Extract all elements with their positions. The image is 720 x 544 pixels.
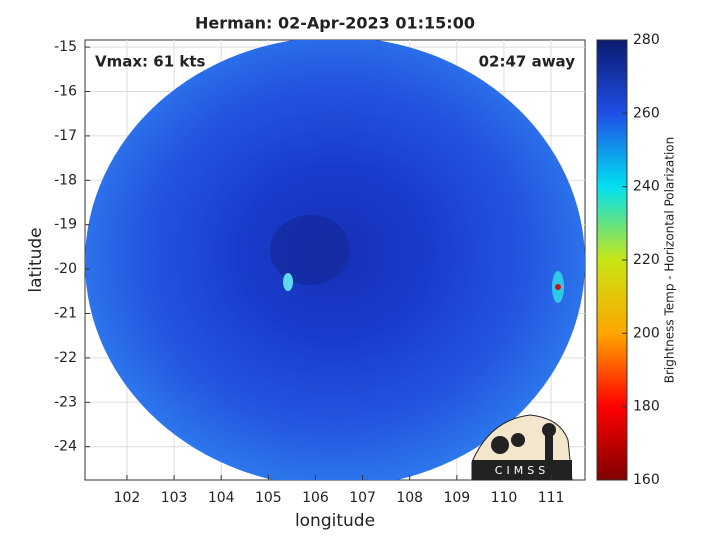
x-tick-label: 111: [538, 490, 565, 506]
y-tick-label: -18: [54, 172, 77, 188]
chart-title: Herman: 02-Apr-2023 01:15:00: [195, 14, 475, 33]
y-tick-label: -15: [54, 39, 77, 55]
satellite-image: [85, 40, 585, 480]
y-tick-label: -20: [54, 261, 77, 277]
colorbar-tick-label: 200: [633, 325, 660, 341]
y-tick-label: -16: [54, 84, 77, 100]
bright-spot: [283, 273, 293, 291]
colorbar-tick-label: 220: [633, 252, 660, 268]
x-tick-label: 103: [161, 490, 188, 506]
logo-text: CIMSS: [495, 464, 549, 477]
x-tick-label: 110: [491, 490, 518, 506]
x-tick-label: 108: [396, 490, 423, 506]
x-tick-label: 106: [302, 490, 329, 506]
y-tick-label: -24: [54, 439, 77, 455]
x-tick-label: 102: [114, 490, 141, 506]
annotation: Vmax: 61 kts: [95, 53, 205, 71]
x-tick-label: 104: [208, 490, 235, 506]
colorbar-label: Brightness Temp - Horizontal Polarizatio…: [663, 137, 677, 384]
annotation: 02:47 away: [479, 53, 576, 71]
hot-spot: [555, 284, 561, 290]
x-tick-label: 107: [349, 490, 376, 506]
colorbar-tick-label: 240: [633, 179, 660, 195]
eye-region: [270, 215, 350, 285]
y-tick-label: -17: [54, 128, 77, 144]
y-tick-label: -23: [54, 394, 77, 410]
colorbar-tick-label: 280: [633, 32, 660, 48]
colorbar-tick-label: 180: [633, 399, 660, 415]
colorbar-tick-label: 160: [633, 472, 660, 488]
y-tick-label: -22: [54, 350, 77, 366]
x-axis-label: longitude: [295, 511, 375, 531]
y-tick-label: -21: [54, 306, 77, 322]
x-tick-label: 109: [443, 490, 470, 506]
y-axis-label: latitude: [26, 227, 46, 292]
x-tick-label: 105: [255, 490, 282, 506]
cimss-logo: CIMSS: [471, 414, 573, 481]
colorbar-tick-label: 260: [633, 105, 660, 121]
y-tick-label: -19: [54, 217, 77, 233]
